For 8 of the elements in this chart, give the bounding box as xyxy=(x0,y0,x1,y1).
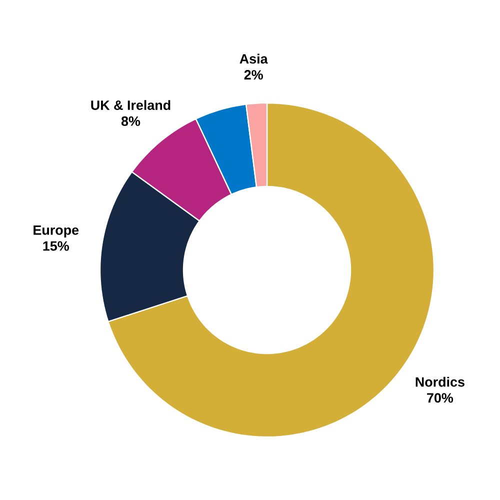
data-label: 8% xyxy=(121,116,140,126)
slice-label: Asia xyxy=(240,54,268,64)
slice-label: Europe xyxy=(34,225,79,238)
data-label: 2% xyxy=(244,70,263,80)
data-label: 70% xyxy=(427,393,454,403)
slice-label: Nordics xyxy=(416,376,464,387)
data-label: 15% xyxy=(43,241,69,251)
slice-label: UK & Ireland xyxy=(91,100,170,110)
